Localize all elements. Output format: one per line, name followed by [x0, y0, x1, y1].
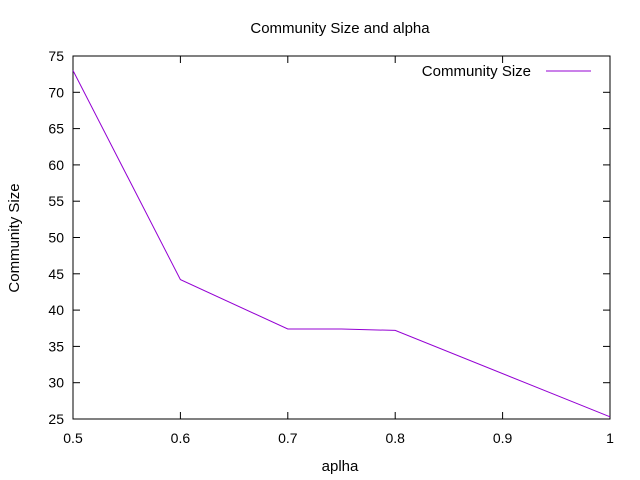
legend-label: Community Size [422, 63, 531, 80]
y-tick-label: 75 [48, 48, 64, 64]
x-tick-label: 1 [606, 430, 614, 446]
y-axis-ticks: 25 30 35 40 45 50 55 60 65 70 75 [48, 48, 610, 427]
y-tick-label: 60 [48, 157, 64, 173]
x-axis-label: aplha [322, 458, 359, 475]
x-tick-label: 0.5 [63, 430, 83, 446]
y-tick-label: 30 [48, 375, 64, 391]
y-tick-label: 65 [48, 121, 64, 137]
x-tick-label: 0.9 [493, 430, 513, 446]
x-tick-label: 0.6 [171, 430, 191, 446]
x-tick-label: 0.8 [385, 430, 405, 446]
y-tick-label: 35 [48, 338, 64, 354]
series-layer [72, 70, 611, 418]
series-line [72, 70, 611, 418]
y-tick-label: 55 [48, 193, 64, 209]
y-axis-label: Community Size [6, 183, 23, 292]
legend: Community Size [422, 63, 591, 80]
y-tick-label: 25 [48, 411, 64, 427]
y-tick-label: 70 [48, 84, 64, 100]
x-tick-label: 0.7 [278, 430, 298, 446]
plot-area-frame [72, 55, 611, 420]
x-axis-ticks: 0.5 0.6 0.7 0.8 0.9 1 [63, 56, 614, 446]
chart-title: Community Size and alpha [250, 20, 430, 37]
y-tick-label: 50 [48, 230, 64, 246]
y-tick-label: 40 [48, 302, 64, 318]
y-tick-label: 45 [48, 266, 64, 282]
